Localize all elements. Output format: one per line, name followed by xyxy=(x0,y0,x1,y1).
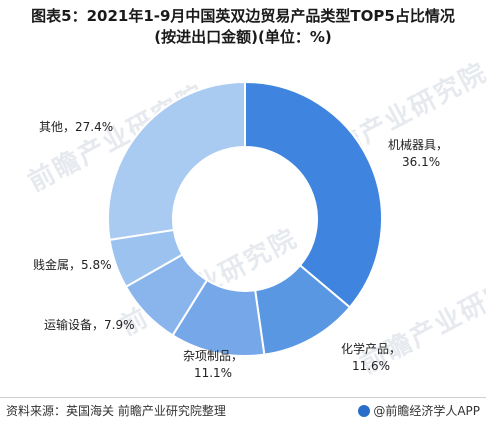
brand-logo-icon xyxy=(358,405,371,417)
chart-title-line2: (按进出口金额)(单位：%) xyxy=(154,28,332,46)
chart-title-line1: 图表5：2021年1-9月中国英双边贸易产品类型TOP5占比情况 xyxy=(31,7,455,25)
source-note: 资料来源：英国海关 前瞻产业研究院整理 xyxy=(6,404,226,418)
donut-slice-1 xyxy=(244,80,383,309)
donut-slice-6 xyxy=(107,80,246,241)
slice-label-5: 贱金属，5.8% xyxy=(33,257,112,272)
chart-title: 图表5：2021年1-9月中国英双边贸易产品类型TOP5占比情况 (按进出口金额… xyxy=(0,6,486,48)
credit-text: @前瞻经济学人APP xyxy=(373,404,480,418)
slice-label-3: 杂项制品， 11.1% xyxy=(183,349,243,380)
credit-note: @前瞻经济学人APP xyxy=(358,402,480,419)
footer-divider xyxy=(0,397,486,398)
slice-label-1: 机械器具， 36.1% xyxy=(388,137,448,169)
slice-label-4: 运输设备，7.9% xyxy=(44,317,135,332)
slice-label-6: 其他，27.4% xyxy=(39,120,113,134)
donut-chart: 机械器具， 36.1% 化学产品， 11.6% 杂项制品， 11.1% 运输设备，7.9% 贱… xyxy=(33,80,448,380)
slice-label-2: 化学产品， 11.6% xyxy=(341,341,401,373)
